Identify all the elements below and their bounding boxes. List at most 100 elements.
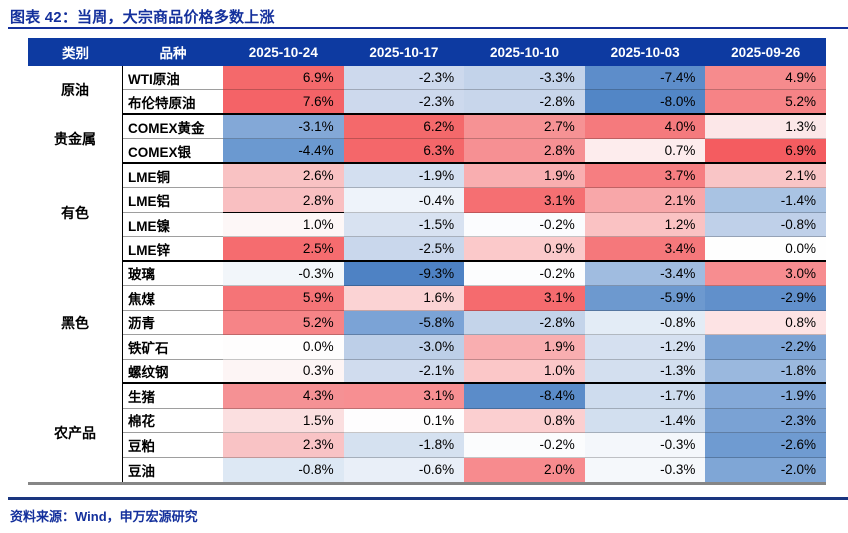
title-underline — [8, 27, 848, 29]
commodity-name-cell: 生猪 — [123, 384, 223, 409]
value-cell: 1.9% — [464, 163, 585, 189]
value-cell: -2.2% — [705, 335, 826, 360]
value-cell: -7.4% — [584, 66, 706, 91]
value-cell: 1.0% — [464, 359, 585, 385]
table-header-cell: 2025-09-26 — [705, 38, 826, 66]
category-cell: 黑色 — [28, 261, 123, 385]
value-cell: 2.5% — [223, 237, 344, 262]
value-cell: -1.9% — [343, 163, 465, 189]
commodity-name-cell: COMEX银 — [123, 139, 223, 164]
value-cell: 2.8% — [464, 139, 585, 164]
value-cell: -2.0% — [705, 457, 826, 482]
value-cell: -1.7% — [584, 384, 706, 409]
value-cell: -3.1% — [223, 114, 344, 140]
value-cell: -1.5% — [343, 212, 465, 238]
value-cell: -1.8% — [343, 433, 465, 458]
value-cell: -1.4% — [705, 188, 826, 213]
value-cell: -2.5% — [343, 237, 465, 262]
figure-title: 图表 42：当周，大宗商品价格多数上涨 — [10, 9, 275, 26]
value-cell: -8.4% — [464, 384, 585, 409]
value-cell: -0.3% — [584, 433, 706, 458]
value-cell: -0.6% — [343, 457, 465, 482]
value-cell: 1.2% — [584, 212, 706, 238]
value-cell: -1.3% — [584, 359, 706, 385]
value-cell: -2.3% — [343, 90, 465, 115]
value-cell: 3.4% — [584, 237, 706, 262]
value-cell: 2.0% — [464, 457, 585, 482]
value-cell: 6.9% — [705, 139, 826, 164]
value-cell: -2.9% — [705, 286, 826, 311]
value-cell: -2.6% — [705, 433, 826, 458]
value-cell: -0.2% — [464, 433, 585, 458]
value-cell: -0.8% — [584, 310, 706, 336]
value-cell: 0.1% — [343, 408, 465, 434]
source-note: 资料来源：Wind，申万宏源研究 — [10, 509, 198, 524]
commodity-name-cell: 豆油 — [123, 457, 223, 482]
commodity-name-cell: LME铜 — [123, 163, 223, 189]
value-cell: -8.0% — [584, 90, 706, 115]
footer-divider — [8, 497, 848, 500]
commodity-name-cell: LME镍 — [123, 212, 223, 238]
category-cell: 农产品 — [28, 384, 123, 482]
value-cell: 4.3% — [223, 384, 344, 409]
value-cell: -2.8% — [464, 90, 585, 115]
commodity-name-cell: 螺纹钢 — [123, 359, 223, 385]
value-cell: -1.8% — [705, 359, 826, 385]
value-cell: -0.2% — [464, 212, 585, 238]
value-cell: 5.2% — [705, 90, 826, 115]
value-cell: 0.9% — [464, 237, 585, 262]
category-cell: 有色 — [28, 163, 123, 262]
category-cell: 原油 — [28, 66, 123, 115]
table-header-cell: 类别 — [28, 38, 123, 66]
commodity-name-cell: 布伦特原油 — [123, 90, 223, 115]
value-cell: 6.2% — [343, 114, 465, 140]
value-cell: 2.1% — [705, 163, 826, 189]
value-cell: 6.3% — [343, 139, 465, 164]
value-cell: 0.8% — [464, 408, 585, 434]
table-header-cell: 品种 — [123, 38, 223, 66]
commodity-name-cell: WTI原油 — [123, 66, 223, 91]
commodity-name-cell: 沥青 — [123, 310, 223, 336]
value-cell: 6.9% — [223, 66, 344, 91]
commodity-name-cell: 豆粕 — [123, 433, 223, 458]
value-cell: -1.4% — [584, 408, 706, 434]
value-cell: 5.2% — [223, 310, 344, 336]
table-header-cell: 2025-10-03 — [584, 38, 706, 66]
value-cell: -5.8% — [343, 310, 465, 336]
value-cell: 7.6% — [223, 90, 344, 115]
table-header-cell: 2025-10-10 — [464, 38, 585, 66]
commodity-name-cell: LME锌 — [123, 237, 223, 262]
value-cell: 3.1% — [343, 384, 465, 409]
value-cell: 2.3% — [223, 433, 344, 458]
value-cell: -0.2% — [464, 261, 585, 287]
value-cell: -2.8% — [464, 310, 585, 336]
commodity-name-cell: COMEX黄金 — [123, 114, 223, 140]
value-cell: -0.8% — [223, 457, 344, 482]
value-cell: 1.9% — [464, 335, 585, 360]
value-cell: 2.1% — [584, 188, 706, 213]
value-cell: -0.8% — [705, 212, 826, 238]
table-header-cell: 2025-10-17 — [343, 38, 465, 66]
value-cell: -2.1% — [343, 359, 465, 385]
value-cell: 1.0% — [223, 212, 344, 238]
value-cell: 5.9% — [223, 286, 344, 311]
value-cell: -3.0% — [343, 335, 465, 360]
value-cell: -1.2% — [584, 335, 706, 360]
value-cell: 1.5% — [223, 408, 344, 434]
value-cell: 2.7% — [464, 114, 585, 140]
value-cell: -2.3% — [343, 66, 465, 91]
value-cell: -0.3% — [584, 457, 706, 482]
value-cell: -1.9% — [705, 384, 826, 409]
commodity-name-cell: 棉花 — [123, 408, 223, 434]
value-cell: -4.4% — [223, 139, 344, 164]
value-cell: -2.3% — [705, 408, 826, 434]
value-cell: 3.1% — [464, 188, 585, 213]
value-cell: 1.3% — [705, 114, 826, 140]
value-cell: 4.9% — [705, 66, 826, 91]
value-cell: 2.6% — [223, 163, 344, 189]
commodity-name-cell: 铁矿石 — [123, 335, 223, 360]
value-cell: -5.9% — [584, 286, 706, 311]
table-header-cell: 2025-10-24 — [223, 38, 344, 66]
value-cell: 0.8% — [705, 310, 826, 336]
value-cell: -3.4% — [584, 261, 706, 287]
